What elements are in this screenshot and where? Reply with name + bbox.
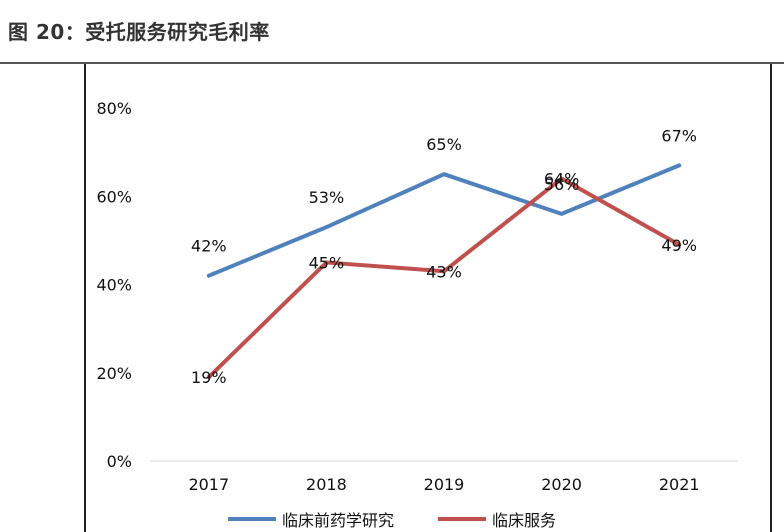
data-label-series-2: 49%	[661, 236, 697, 255]
data-label-series-2: 45%	[309, 253, 345, 272]
frame-right-border	[770, 64, 772, 532]
chart-title: 图 20：受托服务研究毛利率	[8, 20, 270, 44]
data-labels: 42% 53% 65% 56% 67% 19% 45% 43% 64% 49%	[191, 126, 697, 387]
x-axis: 2017 2018 2019 2020 2021	[150, 460, 738, 494]
y-tick-label: 40%	[96, 276, 132, 295]
y-axis: 0% 20% 40% 60% 80%	[96, 99, 132, 471]
x-tick-label: 2020	[541, 475, 582, 494]
series-group	[206, 163, 682, 380]
y-tick-label: 60%	[96, 187, 132, 206]
legend-label-series-1: 临床前药学研究	[281, 511, 394, 530]
header-divider	[0, 62, 784, 64]
data-label-series-2: 19%	[191, 368, 227, 387]
x-tick-label: 2018	[306, 475, 347, 494]
x-tick-label: 2021	[659, 475, 700, 494]
data-label-series-2: 43%	[426, 262, 462, 281]
data-label-series-2: 64%	[544, 170, 580, 189]
data-label-series-1: 42%	[191, 237, 227, 256]
y-tick-label: 20%	[96, 364, 132, 383]
legend-swatch-series-1	[227, 517, 276, 521]
legend-item-series-1: 临床前药学研究	[227, 507, 394, 531]
legend-swatch-series-2	[438, 517, 486, 521]
x-tick-label: 2017	[188, 475, 229, 494]
legend-item-series-2: 临床服务	[438, 507, 556, 531]
series-line-2	[206, 176, 682, 380]
data-label-series-1: 53%	[309, 188, 345, 207]
y-tick-label: 80%	[96, 99, 132, 118]
x-tick-label: 2019	[424, 475, 465, 494]
data-label-series-1: 67%	[661, 126, 697, 145]
legend: 临床前药学研究 临床服务	[0, 507, 784, 531]
data-label-series-1: 65%	[426, 135, 462, 154]
y-tick-label: 0%	[107, 452, 132, 471]
data-label-series-1: 56%	[544, 175, 580, 194]
frame-left-border	[84, 64, 86, 532]
legend-label-series-2: 临床服务	[492, 511, 557, 530]
series-line-1	[206, 163, 682, 278]
